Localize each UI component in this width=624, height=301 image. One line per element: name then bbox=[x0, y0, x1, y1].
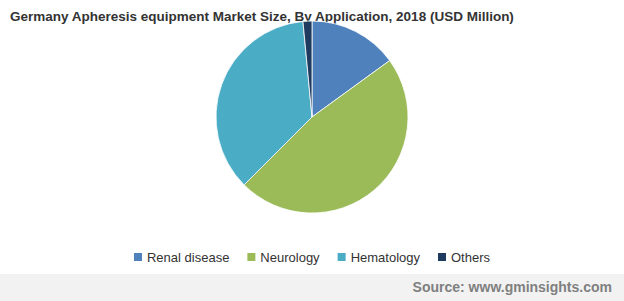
chart: Germany Apheresis equipment Market Size,… bbox=[0, 0, 624, 301]
slice bbox=[303, 21, 312, 117]
title: Germany Apheresis equipment Market Size,… bbox=[10, 9, 514, 24]
legend: Renal disease Neurology Hematology Others bbox=[134, 250, 491, 265]
slice bbox=[216, 21, 312, 184]
legend-swatch bbox=[247, 253, 255, 261]
legend-label: Renal disease bbox=[147, 250, 229, 265]
legend-label: Hematology bbox=[351, 250, 421, 265]
legend-swatch bbox=[338, 253, 346, 261]
legend-label: Others bbox=[451, 250, 491, 265]
source-band bbox=[0, 274, 624, 301]
legend-label: Neurology bbox=[260, 250, 320, 265]
legend-swatch bbox=[438, 253, 446, 261]
pie bbox=[216, 21, 408, 213]
source: Source: www.gminsights.com bbox=[413, 279, 612, 295]
legend-swatch bbox=[134, 253, 142, 261]
